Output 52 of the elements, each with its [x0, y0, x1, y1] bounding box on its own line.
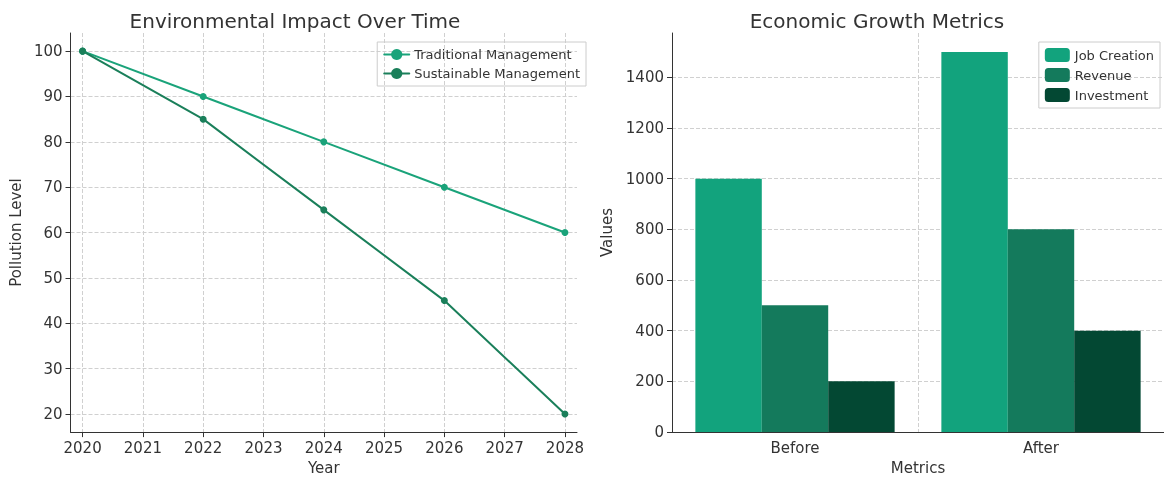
- y-axis-title: Values: [598, 207, 617, 258]
- y-tick-label: 400: [635, 321, 664, 340]
- x-tick-label: Before: [770, 438, 820, 457]
- bar: [1007, 229, 1075, 432]
- bar: [1074, 330, 1141, 432]
- y-tick-label: 70: [43, 178, 63, 197]
- legend-label: Revenue: [1074, 67, 1132, 83]
- x-tick-label: 2020: [63, 438, 102, 457]
- y-tick-label: 0: [654, 423, 664, 441]
- legend-label: Investment: [1074, 87, 1149, 103]
- y-tick-label: 50: [43, 268, 63, 287]
- y-tick-label: 600: [635, 271, 664, 289]
- point: [199, 92, 207, 100]
- y-tick-label: 40: [43, 314, 63, 333]
- y-tick-label: 1400: [625, 68, 664, 87]
- x-tick-label: 2022: [184, 438, 223, 457]
- y-axis-title: Pollution Level: [6, 178, 25, 287]
- bar: [941, 52, 1008, 432]
- bar: [828, 381, 895, 432]
- point: [320, 138, 328, 146]
- y-tick-label: 90: [43, 87, 63, 106]
- point: [440, 297, 448, 305]
- legend-label: Traditional Management: [413, 47, 572, 62]
- point: [440, 183, 448, 191]
- x-tick-label: 2024: [304, 438, 343, 457]
- x-tick-label: 2027: [485, 438, 524, 457]
- x-tick-label: 2023: [244, 438, 283, 457]
- x-tick-label: 2021: [123, 438, 162, 457]
- legend-label: Job Creation: [1073, 47, 1155, 63]
- legend-label: Sustainable Management: [414, 66, 581, 81]
- y-tick-label: 100: [33, 42, 63, 61]
- y-tick-label: 80: [43, 132, 63, 151]
- y-tick-label: 1000: [625, 169, 664, 188]
- y-tick-label: 60: [43, 223, 63, 242]
- chart-title: Environmental Impact Over Time: [129, 9, 461, 33]
- y-tick-label: 30: [43, 359, 63, 378]
- y-tick-label: 20: [43, 404, 63, 423]
- point: [561, 229, 569, 237]
- x-axis-title: Year: [306, 458, 341, 477]
- chart-title: Economic Growth Metrics: [749, 9, 1005, 33]
- y-tick-label: 200: [635, 372, 664, 391]
- point: [199, 115, 207, 123]
- x-tick-label: 2025: [364, 438, 404, 457]
- x-tick-label: 2028: [545, 438, 585, 457]
- y-tick-label: 1200: [625, 119, 664, 137]
- x-tick-label: After: [1022, 438, 1060, 457]
- x-tick-label: 2026: [425, 438, 464, 457]
- point: [320, 206, 328, 214]
- bar: [761, 305, 829, 432]
- y-tick-label: 800: [635, 220, 664, 239]
- x-axis-title: Metrics: [890, 458, 946, 477]
- bar: [695, 178, 762, 432]
